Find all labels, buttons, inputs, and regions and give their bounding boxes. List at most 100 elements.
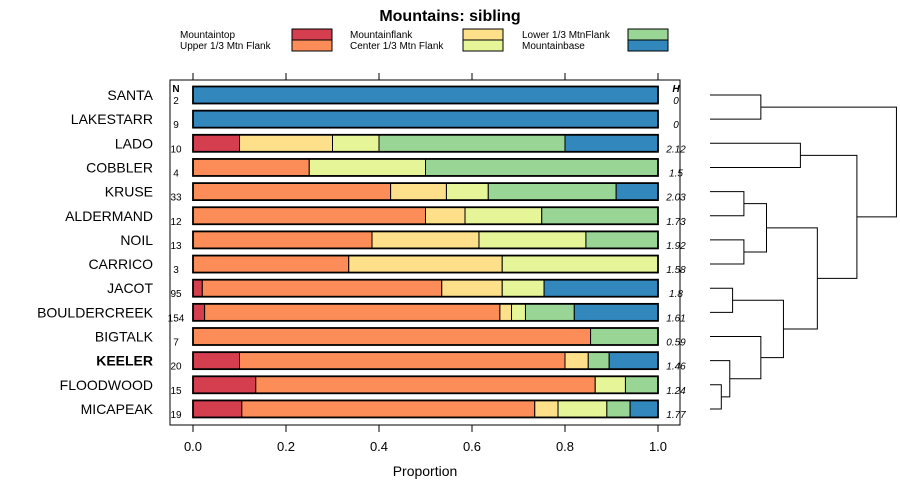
bar-segment-aldermand-lower-1-3-mtnflank — [541, 206, 659, 225]
h-value-kruse: 2.03 — [665, 193, 686, 204]
bar-segment-keeler-upper-1-3-mtn-flank — [239, 351, 566, 370]
bar-segment-micapeak-lower-1-3-mtnflank — [606, 399, 631, 418]
dendrogram-branch — [800, 154, 858, 279]
bar-row-kruse — [192, 182, 659, 202]
category-label-santa: SANTA — [107, 87, 153, 103]
n-value-bouldercreek: 154 — [168, 313, 185, 324]
dendrogram-branch — [710, 94, 762, 120]
bar-row-aldermand — [192, 206, 659, 226]
h-value-keeler: 1.46 — [666, 362, 686, 373]
legend-label-upper-1-3-mtn-flank: Upper 1/3 Mtn Flank — [180, 41, 272, 52]
bar-segment-carrico-mountainflank — [348, 255, 503, 274]
legend-swatch-mountainbase — [627, 39, 669, 52]
legend-label-mountainbase: Mountainbase — [522, 41, 585, 52]
bar-segment-aldermand-mountainflank — [425, 206, 466, 225]
bar-segment-kruse-center-1-3-mtn-flank — [445, 182, 489, 201]
h-value-bigtalk: 0.59 — [666, 338, 686, 349]
category-label-kruse: KRUSE — [105, 184, 153, 200]
x-tick-label: 1.0 — [649, 439, 667, 454]
bar-outline-jacot — [192, 278, 659, 298]
legend-swatch-lower-1-3-mtnflank — [627, 28, 669, 41]
n-value-keeler: 20 — [170, 362, 182, 373]
n-value-lakestarr: 9 — [173, 120, 179, 131]
h-value-jacot: 1.8 — [669, 289, 683, 300]
category-label-floodwood: FLOODWOOD — [60, 377, 153, 393]
bar-segment-aldermand-center-1-3-mtn-flank — [464, 206, 543, 225]
bar-segment-carrico-upper-1-3-mtn-flank — [192, 255, 350, 274]
dendrogram-branch — [710, 336, 762, 380]
bar-segment-santa-mountainbase — [192, 86, 659, 104]
bar-row-floodwood — [192, 375, 659, 395]
bar-segment-bigtalk-lower-1-3-mtnflank — [590, 327, 659, 346]
bar-outline-keeler — [192, 351, 659, 371]
bar-segment-kruse-lower-1-3-mtnflank — [487, 182, 617, 201]
bar-segment-micapeak-mountainbase — [629, 399, 659, 418]
bar-row-bigtalk — [192, 327, 659, 346]
bar-row-bouldercreek — [192, 302, 659, 322]
dendrogram-branch — [710, 384, 722, 410]
bar-segment-lakestarr-mountainbase — [192, 110, 659, 129]
category-label-bigtalk: BIGTALK — [95, 329, 154, 345]
bar-segment-bouldercreek-lower-1-3-mtnflank — [524, 303, 575, 322]
bar-segment-kruse-upper-1-3-mtn-flank — [192, 182, 392, 201]
legend-label-mountainflank: Mountainflank — [350, 30, 413, 41]
legend-swatch-mountaintop — [291, 28, 333, 41]
bar-segment-micapeak-upper-1-3-mtn-flank — [241, 399, 536, 418]
bar-row-jacot — [192, 278, 659, 298]
bar-segment-keeler-mountainflank — [564, 351, 589, 370]
bar-segment-noil-lower-1-3-mtnflank — [585, 230, 659, 249]
n-header: N — [172, 84, 179, 95]
h-value-bouldercreek: 1.61 — [666, 313, 685, 324]
h-value-santa: 0 — [673, 96, 679, 107]
bar-segment-micapeak-center-1-3-mtn-flank — [557, 399, 608, 418]
bar-segment-lado-mountaintop — [192, 134, 240, 153]
bar-segment-aldermand-upper-1-3-mtn-flank — [192, 206, 426, 225]
h-value-floodwood: 1.24 — [666, 386, 686, 397]
bar-segment-keeler-lower-1-3-mtnflank — [587, 351, 610, 370]
bar-outline-floodwood — [192, 375, 659, 395]
category-labels: SANTA LAKESTARR LADO COBBLER KRUSE ALDERMAND N… — [37, 87, 154, 417]
category-label-cobbler: COBBLER — [86, 159, 153, 175]
bar-outline-bigtalk — [192, 327, 659, 346]
bar-segment-bouldercreek-center-1-3-mtn-flank — [511, 303, 526, 322]
bar-segment-cobbler-lower-1-3-mtnflank — [425, 158, 659, 177]
chart-title: Mountains: sibling — [379, 8, 520, 25]
bar-outline-aldermand — [192, 206, 659, 226]
h-value-carrico: 1.58 — [666, 265, 686, 276]
h-value-lakestarr: 0 — [673, 120, 679, 131]
dendrogram-branch — [710, 287, 734, 313]
legend-swatch-mountainflank — [462, 28, 504, 41]
x-tick-label: 0.6 — [463, 439, 481, 454]
legend-label-lower-1-3-mtnflank: Lower 1/3 MtnFlank — [522, 30, 611, 41]
dendrogram-branch — [710, 360, 731, 398]
category-label-keeler: KEELER — [96, 353, 153, 369]
n-value-floodwood: 15 — [170, 386, 182, 397]
bar-segment-jacot-mountaintop — [192, 279, 203, 298]
h-header: H — [672, 84, 680, 95]
h-column: H 0 0 2.12 1.5 2.03 1.73 1.92 1.58 1.8 1.61 0.59 1.… — [665, 84, 686, 421]
bar-segment-jacot-mountainbase — [543, 279, 659, 298]
bar-outline-carrico — [192, 254, 659, 274]
h-value-micapeak: 1.77 — [666, 410, 686, 421]
dendrogram-branch — [710, 142, 801, 168]
n-value-santa: 2 — [173, 96, 179, 107]
n-value-cobbler: 4 — [173, 168, 179, 179]
bar-segment-bouldercreek-mountaintop — [192, 303, 206, 322]
bar-segment-jacot-upper-1-3-mtn-flank — [201, 279, 443, 298]
bar-outline-micapeak — [192, 399, 659, 419]
bar-segment-cobbler-center-1-3-mtn-flank — [308, 158, 426, 177]
x-axis-label: Proportion — [393, 463, 458, 479]
bar-segment-bigtalk-upper-1-3-mtn-flank — [192, 327, 592, 346]
bar-outline-lado — [192, 133, 659, 153]
bar-segment-carrico-center-1-3-mtn-flank — [501, 255, 659, 274]
dendrogram — [710, 94, 897, 410]
bar-segment-bouldercreek-upper-1-3-mtn-flank — [204, 303, 501, 322]
bar-segment-floodwood-upper-1-3-mtn-flank — [255, 375, 596, 394]
bar-outline-noil — [192, 230, 659, 250]
bar-segment-bouldercreek-mountainflank — [499, 303, 513, 322]
bar-segment-jacot-mountainflank — [441, 279, 503, 298]
n-value-kruse: 33 — [170, 193, 182, 204]
x-tick-label: 0.4 — [370, 439, 388, 454]
